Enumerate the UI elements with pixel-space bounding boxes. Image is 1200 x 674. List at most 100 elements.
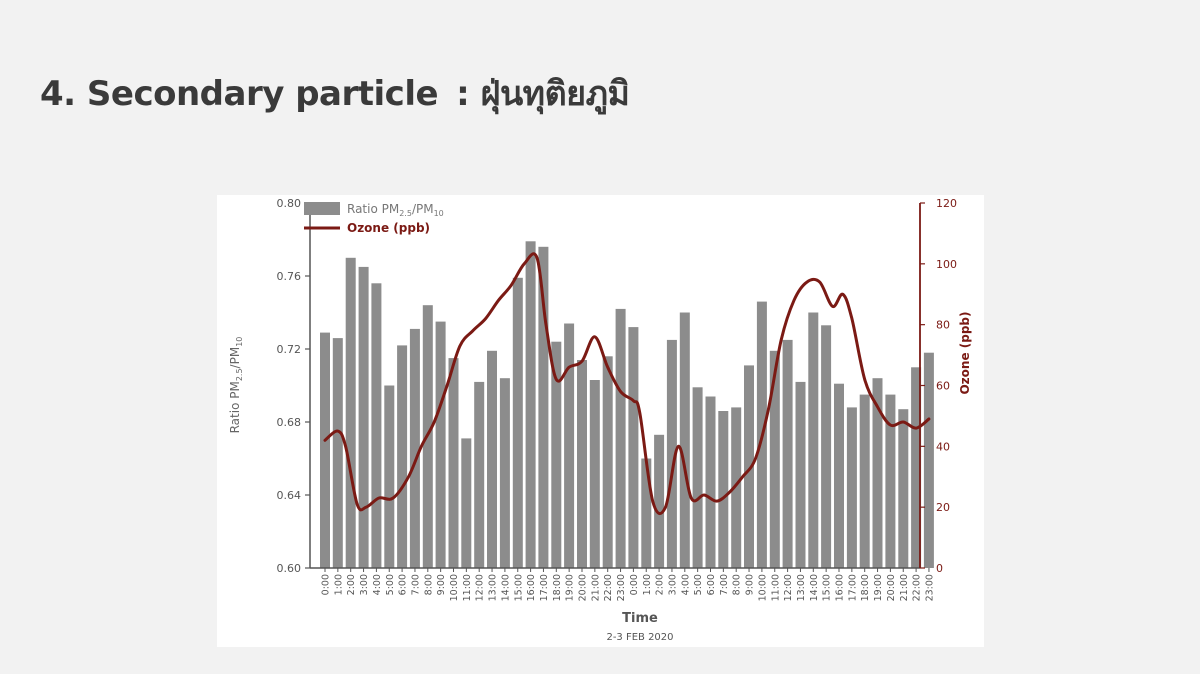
legend-line-label: Ozone (ppb)	[347, 221, 430, 235]
bar	[487, 350, 497, 568]
x-tick-label: 22:00	[603, 574, 614, 601]
y-axis-label-mid: /PM	[228, 347, 242, 369]
x-tick-label: 9:00	[745, 574, 756, 595]
bar	[448, 358, 459, 568]
bar	[397, 345, 408, 568]
left-y-ticks: 0.60 0.64 0.68 0.72 0.76 0.80	[277, 197, 310, 575]
left-tick-label: 0.72	[277, 343, 302, 356]
bar	[602, 356, 613, 568]
bar	[641, 458, 652, 568]
bar	[654, 434, 665, 568]
right-tick-label: 20	[936, 501, 950, 514]
x-tick-label: 12:00	[783, 574, 794, 601]
x-tick-label: 10:00	[757, 574, 768, 601]
slide-title-main: 4. Secondary particle	[40, 74, 439, 114]
x-tick-label: 3:00	[667, 574, 678, 595]
x-tick-label: 1:00	[642, 574, 653, 595]
bar	[320, 332, 330, 568]
left-tick-label: 0.68	[277, 416, 302, 429]
bar	[846, 407, 857, 568]
bar	[859, 394, 870, 568]
x-tick-label: 14:00	[500, 574, 511, 601]
slide-title-thai: ฝุ่นทุติยภูมิ	[480, 74, 630, 114]
bar	[512, 277, 523, 568]
left-tick-label: 0.60	[277, 562, 302, 575]
x-tick-label: 5:00	[693, 574, 704, 595]
bar	[332, 338, 343, 568]
right-tick-label: 0	[936, 562, 943, 575]
legend-bar-label: Ratio PM2.5/PM10	[347, 202, 444, 218]
bar	[564, 323, 575, 568]
left-tick-label: 0.80	[277, 197, 302, 210]
bar	[474, 381, 485, 568]
x-tick-label: 16:00	[835, 574, 846, 601]
x-tick-label: 15:00	[513, 574, 524, 601]
bar	[615, 308, 626, 568]
chart-subtitle: 2-3 FEB 2020	[606, 632, 673, 643]
bar	[551, 341, 562, 568]
bar	[834, 383, 844, 568]
x-tick-label: 13:00	[488, 574, 499, 601]
x-tick-label: 6:00	[706, 574, 717, 595]
x-tick-label: 23:00	[924, 574, 935, 601]
x-ticks: 0:00 1:00 2:00 3:00 4:00 5:00 6:00 7:00 8:00 9:00…	[321, 568, 935, 601]
right-tick-label: 40	[936, 440, 950, 453]
x-tick-label: 7:00	[719, 574, 730, 595]
y-axis-label-sub1: 2.5	[235, 368, 244, 381]
bar	[795, 381, 806, 568]
x-tick-label: 0:00	[321, 574, 332, 595]
bar	[525, 241, 536, 569]
bar	[345, 257, 356, 568]
legend-bar-base: Ratio PM	[347, 202, 399, 216]
left-tick-label: 0.64	[277, 489, 302, 502]
x-tick-label: 8:00	[732, 574, 743, 595]
x-tick-label: 19:00	[565, 574, 576, 601]
y-axis-label: Ratio PM2.5/PM10	[228, 337, 244, 434]
bar	[538, 246, 549, 569]
chart-panel: 0.60 0.64 0.68 0.72 0.76 0.80 0 20 40 60 80 100 120…	[217, 195, 984, 647]
ozone-line	[323, 252, 931, 515]
x-tick-label: 20:00	[578, 574, 589, 601]
x-tick-label: 18:00	[552, 574, 563, 601]
right-tick-label: 100	[936, 258, 957, 271]
x-tick-label: 9:00	[436, 574, 447, 595]
legend-bar-mid: /PM	[412, 202, 434, 216]
right-tick-label: 60	[936, 380, 950, 393]
ozone-line-group	[323, 252, 931, 515]
bar	[589, 380, 600, 568]
x-tick-label: 11:00	[462, 574, 473, 601]
bar	[628, 327, 639, 568]
bar	[731, 407, 742, 568]
x-tick-label: 15:00	[822, 574, 833, 601]
y-axis-label-sub2: 10	[235, 337, 244, 347]
x-tick-label: 8:00	[423, 574, 434, 595]
x-tick-label: 17:00	[539, 574, 550, 601]
y2-axis-label: Ozone (ppb)	[958, 311, 972, 394]
x-tick-label: 2:00	[346, 574, 357, 595]
bar	[808, 312, 819, 568]
bar	[821, 325, 832, 568]
x-tick-label: 21:00	[590, 574, 601, 601]
bar	[911, 367, 922, 568]
right-tick-label: 80	[936, 319, 950, 332]
x-tick-label: 4:00	[372, 574, 383, 595]
bar	[371, 283, 382, 568]
legend-bar-sub1: 2.5	[399, 209, 412, 218]
x-axis-label: Time	[622, 611, 658, 626]
x-tick-label: 2:00	[655, 574, 666, 595]
bar	[744, 365, 754, 568]
x-tick-label: 17:00	[847, 574, 858, 601]
slide-title-separator: :	[456, 74, 470, 114]
slide-title: 4. Secondary particle: ฝุ่นทุติยภูมิ	[40, 66, 630, 120]
x-tick-label: 19:00	[873, 574, 884, 601]
x-tick-label: 11:00	[770, 574, 781, 601]
legend-bar-sub2: 10	[434, 209, 444, 218]
bar	[872, 378, 883, 568]
x-tick-label: 18:00	[860, 574, 871, 601]
y-axis-label-base: Ratio PM	[228, 381, 242, 433]
legend-bar-swatch	[304, 202, 340, 215]
bar	[577, 360, 587, 568]
right-tick-label: 120	[936, 197, 957, 210]
bar	[885, 394, 896, 568]
x-tick-label: 13:00	[796, 574, 807, 601]
